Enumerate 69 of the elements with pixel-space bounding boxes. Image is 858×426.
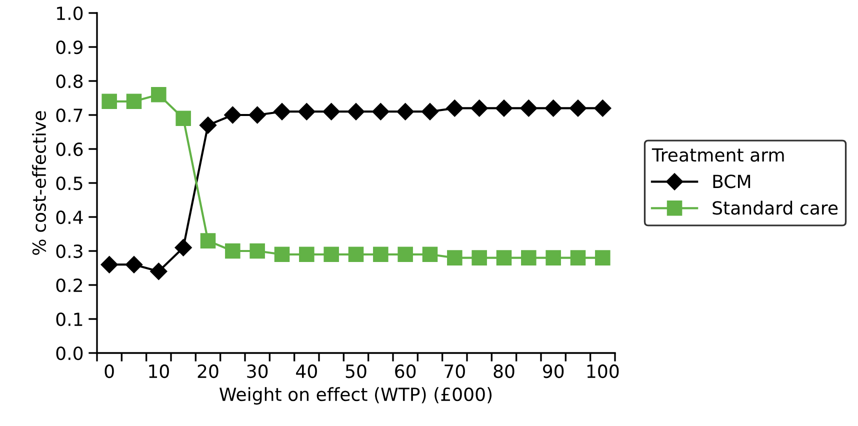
legend-label: Standard care: [712, 200, 838, 215]
y-tick-label: 0.8: [56, 74, 83, 88]
point: [546, 250, 561, 266]
point: [472, 250, 487, 266]
point: [273, 103, 291, 120]
point: [150, 262, 168, 280]
legend-label: BCM: [713, 174, 750, 188]
point: [347, 103, 365, 120]
point: [298, 103, 316, 120]
point: [102, 94, 117, 110]
y-tick-label: 1.0: [57, 6, 83, 20]
point: [322, 103, 340, 120]
point: [248, 106, 266, 124]
point: [373, 246, 388, 262]
point: [398, 246, 413, 262]
point: [595, 250, 610, 266]
point: [447, 250, 462, 266]
point: [495, 100, 513, 117]
point: [396, 103, 414, 120]
x-tick-label: 100: [587, 364, 619, 378]
point: [151, 86, 166, 102]
y-tick-label: 0.9: [56, 40, 83, 54]
point: [422, 246, 438, 262]
point: [100, 256, 118, 274]
point: [225, 243, 240, 259]
point: [594, 100, 612, 117]
point: [421, 103, 439, 120]
point: [299, 246, 314, 262]
y-tick-label: 0.0: [56, 346, 83, 360]
point: [446, 100, 464, 117]
point: [125, 256, 143, 274]
point: [520, 100, 538, 117]
point: [174, 239, 192, 256]
point: [176, 110, 191, 126]
x-tick-label: 20: [198, 364, 218, 378]
y-axis-title: % cost-effective: [32, 111, 46, 255]
point: [126, 94, 142, 110]
y-tick-label: 0.4: [56, 210, 83, 224]
point: [569, 100, 587, 117]
x-tick-label: 50: [346, 364, 366, 378]
y-tick-label: 0.2: [56, 278, 82, 292]
point: [570, 250, 586, 266]
point: [348, 246, 364, 262]
y-tick-label: 0.7: [56, 108, 82, 122]
point: [200, 233, 216, 248]
y-tick-label: 0.5: [56, 176, 82, 190]
point: [199, 116, 217, 134]
legend-title: Treatment arm: [652, 148, 784, 162]
x-tick-label: 30: [247, 364, 268, 378]
point: [274, 246, 290, 262]
point: [250, 243, 265, 259]
x-tick-label: 60: [395, 364, 416, 378]
x-tick-label: 40: [296, 364, 317, 378]
x-axis-title: Weight on effect (WTP) (£000): [220, 387, 492, 405]
point: [496, 250, 512, 266]
y-tick-label: 0.3: [56, 244, 82, 258]
point: [470, 100, 488, 117]
x-tick-label: 10: [149, 364, 169, 378]
point: [521, 250, 536, 266]
y-tick-label: 0.1: [56, 312, 82, 326]
point: [544, 100, 562, 117]
x-tick-label: 80: [494, 364, 514, 378]
point: [372, 103, 390, 120]
x-tick-label: 0: [104, 364, 114, 378]
x-tick-label: 90: [542, 364, 564, 378]
point: [324, 246, 339, 262]
x-tick-label: 70: [444, 364, 465, 378]
point: [224, 106, 242, 124]
y-tick-label: 0.6: [56, 142, 83, 156]
